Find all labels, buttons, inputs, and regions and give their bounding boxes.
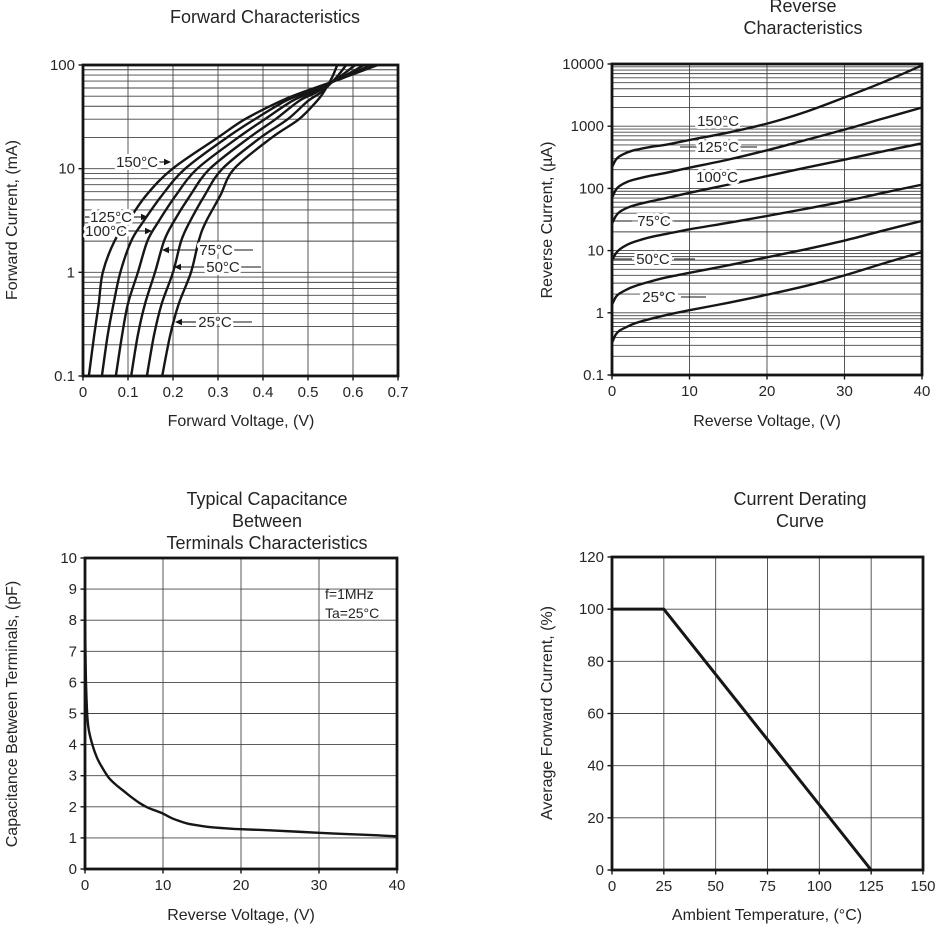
chart-capacitance-between-terminals: 0 10 20 30 40 10 9 8 7 6 5 4 3 2 1 0 Typical Capacitanc…	[0, 470, 470, 941]
svg-text:125°C: 125°C	[697, 139, 739, 156]
svg-text:10: 10	[155, 877, 172, 894]
svg-text:10: 10	[587, 243, 604, 260]
svg-text:50°C: 50°C	[636, 251, 670, 268]
svg-text:120: 120	[579, 549, 604, 566]
svg-text:0.1: 0.1	[118, 384, 139, 401]
svg-text:0.1: 0.1	[54, 368, 75, 385]
svg-text:125°C: 125°C	[90, 209, 132, 226]
svg-text:0: 0	[596, 862, 604, 879]
svg-text:7: 7	[69, 643, 77, 660]
svg-text:40: 40	[389, 877, 406, 894]
svg-text:75°C: 75°C	[637, 213, 671, 230]
x-axis-label: Ambient Temperature, (°C)	[671, 907, 863, 924]
svg-text:0.6: 0.6	[343, 384, 364, 401]
svg-text:0: 0	[608, 383, 616, 400]
svg-text:150°C: 150°C	[697, 113, 739, 130]
svg-text:9: 9	[69, 581, 77, 598]
svg-text:100: 100	[807, 878, 832, 895]
svg-text:25: 25	[655, 878, 672, 895]
svg-text:10: 10	[58, 161, 75, 178]
svg-text:1: 1	[69, 830, 77, 847]
svg-text:30: 30	[836, 383, 853, 400]
test-conditions-annotation: f=1MHz Ta=25°C	[325, 586, 380, 621]
svg-text:25°C: 25°C	[198, 314, 232, 331]
x-axis-label: Reverse Voltage, (V)	[693, 413, 841, 430]
y-axis-label: Average Forward Current, (%)	[539, 606, 556, 820]
svg-text:50: 50	[707, 878, 724, 895]
chart-reverse-characteristics: 0 10 20 30 40 10000 1000 100 10 1 0.1 150°C 125°C 100…	[470, 0, 940, 470]
svg-text:0: 0	[79, 384, 87, 401]
svg-text:75: 75	[759, 878, 776, 895]
svg-text:20: 20	[759, 383, 776, 400]
svg-text:80: 80	[587, 653, 604, 670]
svg-text:125: 125	[859, 878, 884, 895]
svg-text:20: 20	[233, 877, 250, 894]
svg-text:1: 1	[596, 305, 604, 322]
svg-text:0.5: 0.5	[298, 384, 319, 401]
y-axis-label: Capacitance Between Terminals, (pF)	[4, 580, 21, 848]
svg-text:0: 0	[69, 861, 77, 878]
svg-text:0.2: 0.2	[163, 384, 184, 401]
svg-text:0.3: 0.3	[208, 384, 229, 401]
chart-title: Current Derating Curve	[733, 489, 867, 531]
svg-text:0: 0	[608, 878, 616, 895]
svg-text:60: 60	[587, 706, 604, 723]
svg-text:100°C: 100°C	[696, 169, 738, 186]
svg-text:0.4: 0.4	[253, 384, 274, 401]
svg-text:100°C: 100°C	[85, 223, 127, 240]
x-axis-label: Reverse Voltage, (V)	[167, 907, 315, 924]
svg-text:0: 0	[81, 877, 89, 894]
derating-curve-plot: 0 25 50 75 100 125 150 120 100 80 60 40 20 0	[579, 549, 936, 895]
svg-text:75°C: 75°C	[199, 242, 233, 259]
svg-text:100: 100	[579, 180, 604, 197]
svg-text:10: 10	[681, 383, 698, 400]
svg-text:100: 100	[579, 601, 604, 618]
svg-text:10: 10	[60, 550, 77, 567]
svg-text:1: 1	[67, 264, 75, 281]
svg-text:6: 6	[69, 674, 77, 691]
svg-text:30: 30	[311, 877, 328, 894]
svg-text:0.7: 0.7	[388, 384, 409, 401]
chart-title: Reverse Characteristics	[743, 0, 863, 38]
svg-text:5: 5	[69, 706, 77, 723]
y-axis-label: Reverse Current, (µA)	[539, 141, 556, 299]
svg-text:150: 150	[910, 878, 935, 895]
x-axis-label: Forward Voltage, (V)	[167, 413, 315, 430]
chart-forward-characteristics: 0 0.1 0.2 0.3 0.4 0.5 0.6 0.7 100 10 1 0.1 150°C 125°…	[0, 0, 470, 470]
svg-text:10000: 10000	[562, 56, 604, 73]
y-axis-label: Forward Current, (mA)	[4, 139, 21, 301]
svg-text:50°C: 50°C	[206, 259, 240, 276]
forward-characteristics-plot: 0 0.1 0.2 0.3 0.4 0.5 0.6 0.71001010.1150°C125°…	[50, 57, 409, 401]
svg-text:20: 20	[587, 810, 604, 827]
svg-text:8: 8	[69, 612, 77, 629]
svg-text:100: 100	[50, 57, 75, 74]
chart-title: Typical Capacitance Between Terminals Ch…	[166, 489, 368, 553]
svg-text:0.1: 0.1	[583, 367, 604, 384]
chart-current-derating-curve: 0 25 50 75 100 125 150 120 100 80 60 40 20 0 Current …	[470, 470, 940, 941]
chart-title: Forward Characteristics	[169, 7, 361, 27]
svg-text:2: 2	[69, 799, 77, 816]
svg-text:150°C: 150°C	[116, 154, 158, 171]
svg-text:3: 3	[69, 768, 77, 785]
svg-text:40: 40	[587, 758, 604, 775]
svg-text:25°C: 25°C	[642, 289, 676, 306]
reverse-characteristics-plot: 0 10 20 30 40 10000 1000 100 10 1 0.1 150°C 125°C 100…	[562, 56, 931, 400]
svg-text:40: 40	[914, 383, 931, 400]
svg-text:1000: 1000	[571, 118, 604, 135]
svg-text:4: 4	[69, 737, 77, 754]
